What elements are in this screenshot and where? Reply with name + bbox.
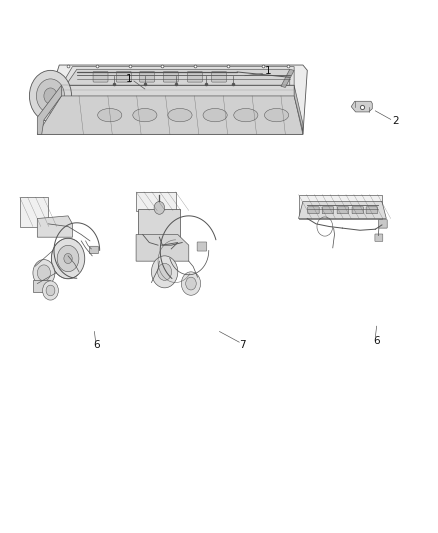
Bar	[20, 197, 48, 227]
FancyBboxPatch shape	[321, 207, 333, 214]
Circle shape	[154, 201, 164, 214]
Ellipse shape	[97, 108, 122, 122]
Circle shape	[57, 245, 79, 272]
Text: 2: 2	[392, 116, 399, 126]
Polygon shape	[280, 69, 293, 87]
FancyBboxPatch shape	[378, 220, 386, 228]
Circle shape	[36, 79, 64, 113]
Circle shape	[46, 285, 55, 296]
Circle shape	[64, 254, 72, 263]
Text: 7: 7	[239, 341, 246, 350]
FancyBboxPatch shape	[336, 207, 348, 214]
Polygon shape	[61, 85, 293, 96]
Polygon shape	[350, 101, 371, 112]
Polygon shape	[136, 235, 188, 261]
Polygon shape	[298, 201, 385, 219]
Circle shape	[51, 238, 85, 279]
Polygon shape	[37, 216, 72, 237]
Circle shape	[37, 265, 50, 281]
FancyBboxPatch shape	[163, 71, 178, 82]
Polygon shape	[37, 65, 307, 134]
Polygon shape	[293, 85, 302, 134]
Text: 6: 6	[372, 336, 379, 346]
FancyBboxPatch shape	[211, 71, 226, 82]
FancyBboxPatch shape	[139, 71, 154, 82]
Ellipse shape	[167, 108, 191, 122]
Ellipse shape	[264, 108, 288, 122]
FancyBboxPatch shape	[93, 71, 108, 82]
Circle shape	[181, 272, 200, 295]
Polygon shape	[37, 85, 61, 134]
FancyBboxPatch shape	[89, 246, 98, 254]
FancyBboxPatch shape	[33, 280, 49, 292]
Ellipse shape	[132, 108, 157, 122]
Circle shape	[44, 88, 57, 104]
Bar	[136, 192, 175, 211]
Circle shape	[157, 263, 171, 280]
FancyBboxPatch shape	[365, 207, 377, 214]
Bar	[298, 195, 381, 219]
Text: 1: 1	[125, 74, 132, 84]
Circle shape	[185, 277, 196, 290]
Text: 1: 1	[264, 67, 271, 76]
FancyBboxPatch shape	[351, 207, 363, 214]
FancyBboxPatch shape	[307, 207, 318, 214]
Circle shape	[33, 260, 55, 286]
FancyBboxPatch shape	[374, 234, 382, 241]
Ellipse shape	[233, 108, 258, 122]
Polygon shape	[61, 67, 293, 85]
Circle shape	[29, 70, 71, 122]
FancyBboxPatch shape	[187, 71, 202, 82]
Polygon shape	[66, 69, 289, 85]
Ellipse shape	[202, 108, 227, 122]
Polygon shape	[37, 96, 302, 134]
Circle shape	[42, 281, 58, 300]
Circle shape	[151, 256, 177, 288]
FancyBboxPatch shape	[116, 71, 131, 82]
Text: 6: 6	[93, 341, 100, 350]
FancyBboxPatch shape	[197, 242, 206, 251]
FancyBboxPatch shape	[138, 209, 180, 237]
